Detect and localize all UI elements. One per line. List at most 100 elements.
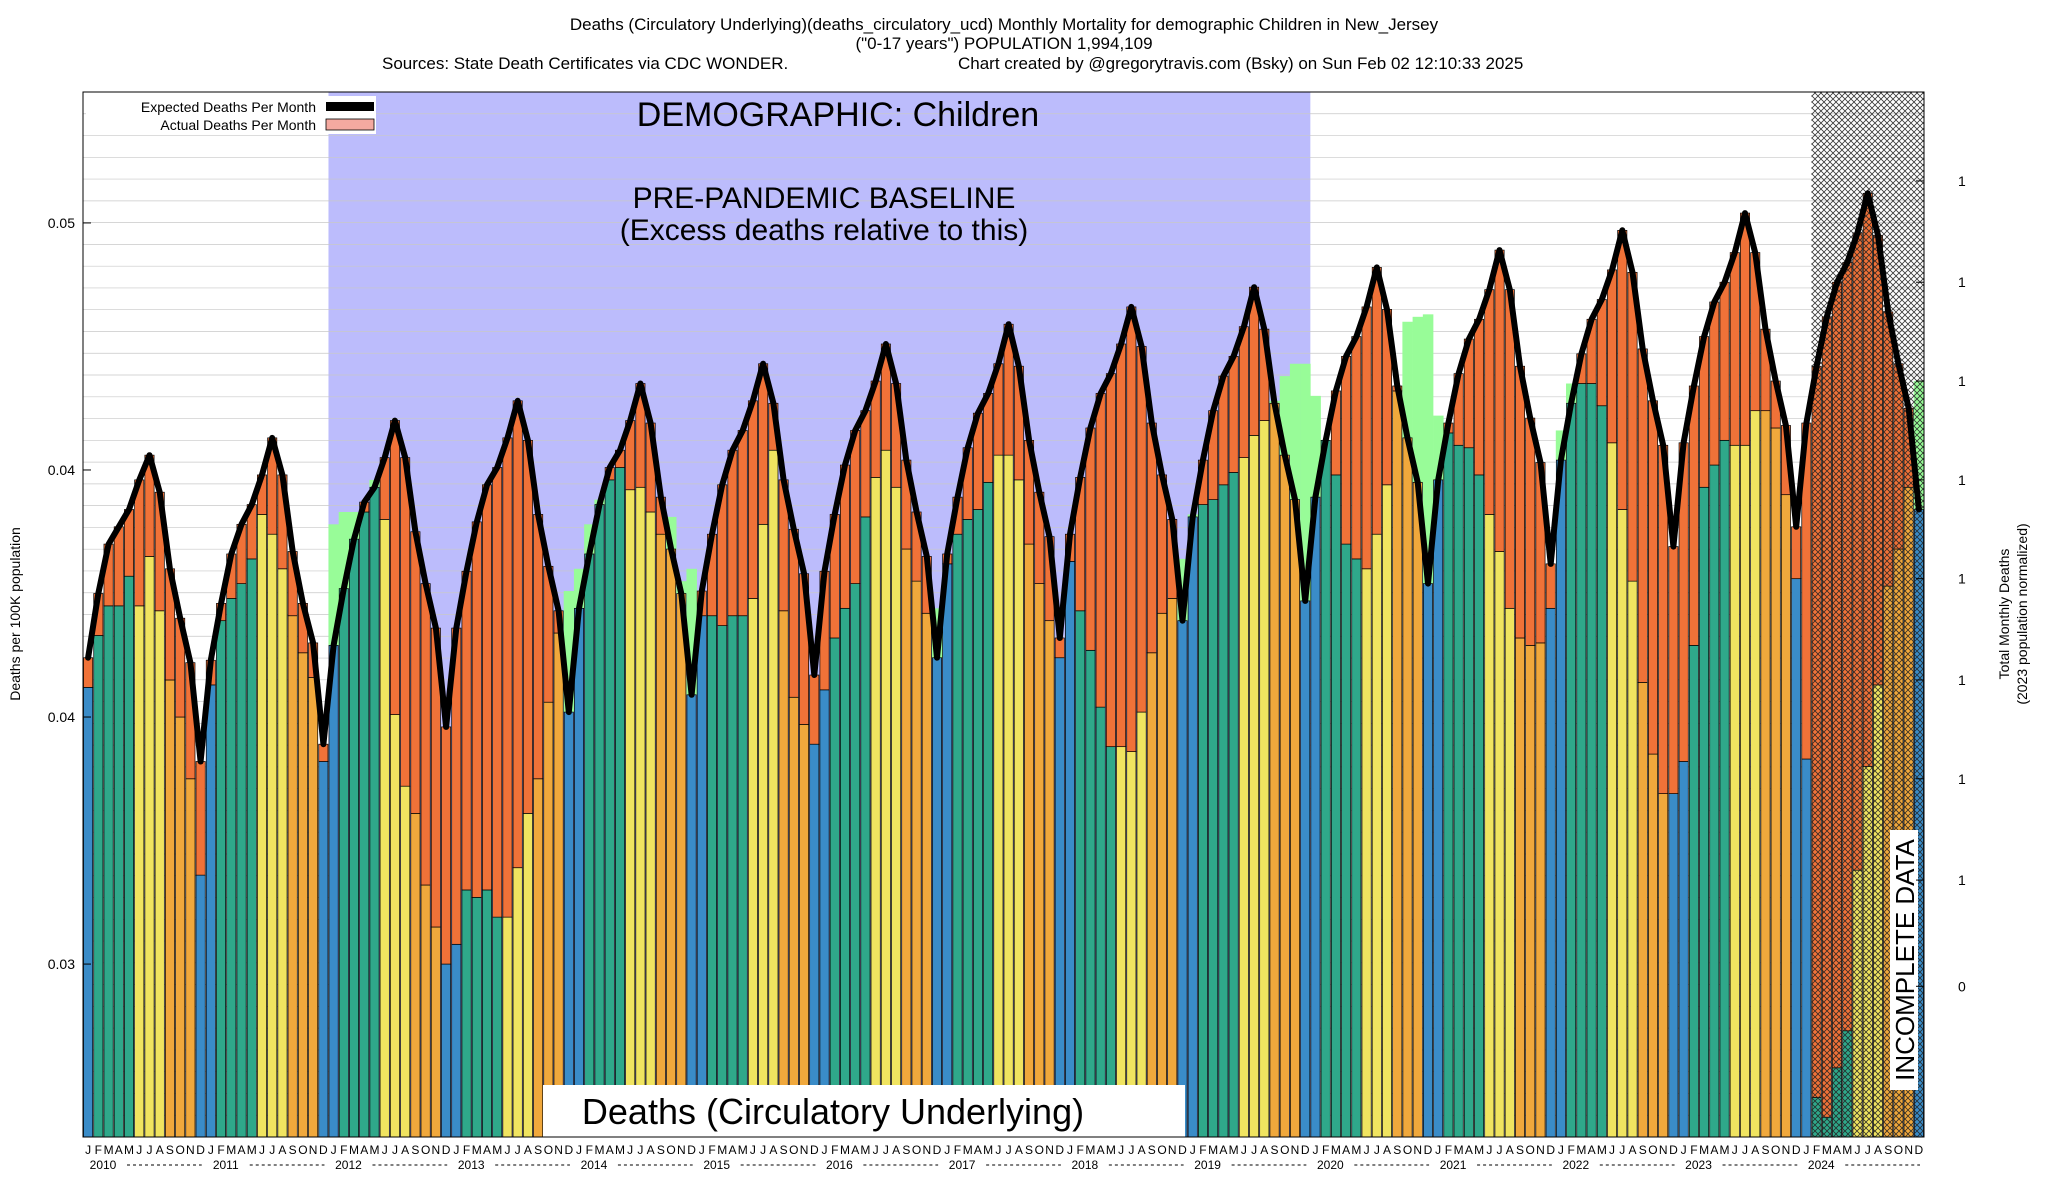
bar-deficit: [1228, 355, 1239, 473]
bar-2017-A: [972, 412, 983, 1138]
bar-deficit: [983, 393, 994, 483]
bar-2020-M: [1330, 390, 1341, 1138]
x-month-label: N: [1291, 1143, 1300, 1157]
bar: [676, 593, 687, 1138]
bar: [778, 610, 789, 1138]
bar: [553, 632, 564, 1138]
bar-2011-J: [205, 659, 216, 1138]
bar-2019-D: [1300, 600, 1311, 1138]
bar-2019-A: [1259, 328, 1270, 1138]
bar: [1729, 444, 1740, 1138]
bar-deficit: [389, 420, 400, 715]
bar: [226, 598, 237, 1138]
bar-2012-J: [379, 457, 390, 1138]
bar-2013-M: [492, 467, 503, 1138]
bar: [267, 533, 278, 1138]
y-tick-label: 0.05: [48, 215, 75, 231]
bar: [993, 454, 1004, 1138]
x-month-label: J: [822, 1143, 828, 1157]
bar-2022-D: [1668, 546, 1679, 1138]
bar: [1157, 612, 1167, 1138]
bar: [1617, 509, 1628, 1138]
bar-2016-M: [860, 410, 871, 1138]
x-month-label: J: [85, 1143, 91, 1157]
x-month-label: M: [1474, 1143, 1484, 1157]
bar: [1238, 457, 1249, 1138]
bar-2010-M: [124, 509, 134, 1138]
x-month-label: J: [637, 1143, 643, 1157]
bar: [246, 558, 257, 1138]
bar: [850, 583, 861, 1138]
bar-2020-S: [1392, 385, 1403, 1138]
bar: [1259, 420, 1270, 1138]
bar-2021-F: [1443, 422, 1454, 1138]
baseline-label-line2: (Excess deaths relative to this): [620, 214, 1029, 247]
x-month-label: A: [483, 1143, 491, 1157]
bar: [1709, 464, 1720, 1138]
bar-2015-O: [788, 528, 799, 1138]
x-month-label: A: [974, 1143, 982, 1157]
bar-2019-F: [1197, 459, 1208, 1138]
legend-actual-swatch: [325, 118, 375, 131]
bar-2012-D: [441, 726, 452, 1138]
y2-tick-label: 1: [1958, 571, 1966, 587]
y2-tick-label: 1: [1958, 173, 1966, 189]
x-month-label: J: [1006, 1143, 1012, 1157]
x-month-label: O: [421, 1143, 430, 1157]
bar-2015-N: [799, 573, 810, 1138]
bar-2023-A: [1709, 301, 1720, 1138]
bar-2016-A: [891, 383, 902, 1138]
bar-deficit: [860, 410, 871, 518]
bar-2020-J: [1361, 306, 1372, 1138]
bar: [1627, 580, 1638, 1138]
bar-deficit: [1504, 289, 1515, 609]
bar: [1075, 610, 1086, 1138]
bar: [1197, 504, 1208, 1138]
bar: [482, 889, 492, 1138]
bar: [1678, 761, 1689, 1138]
x-month-label: O: [1280, 1143, 1289, 1157]
bar-2021-S: [1515, 365, 1525, 1138]
y-tick-label: 0.04: [48, 709, 75, 725]
bar-2015-A: [727, 449, 738, 1138]
bar: [645, 511, 656, 1138]
expected-line: [85, 190, 1922, 765]
x-month-label: D: [319, 1143, 328, 1157]
x-year-label: 2018: [1072, 1158, 1099, 1172]
bar: [1228, 472, 1239, 1138]
bar-2017-J: [942, 553, 953, 1138]
x-month-label: J: [1364, 1143, 1370, 1157]
bar-deficit: [492, 467, 503, 918]
excess-cell: [1300, 363, 1311, 601]
bar-2013-D: [563, 711, 574, 1138]
bar-2021-M: [1453, 373, 1464, 1138]
bar: [819, 689, 830, 1138]
bar: [911, 580, 922, 1138]
x-month-label: M: [226, 1143, 236, 1157]
bar-2015-M: [737, 430, 748, 1138]
bar: [1555, 459, 1566, 1138]
bar-2020-D: [1422, 583, 1433, 1138]
x-month-label: J: [208, 1143, 214, 1157]
bar-2014-N: [676, 593, 687, 1138]
bar: [328, 645, 339, 1138]
bar-2013-A: [482, 484, 492, 1138]
x-month-label: S: [657, 1143, 665, 1157]
bar-2011-F: [216, 603, 227, 1138]
x-month-label: S: [902, 1143, 910, 1157]
bar: [1105, 746, 1116, 1138]
bar-2018-A: [1136, 346, 1147, 1138]
bar-2011-J: [257, 474, 267, 1138]
x-month-label: J: [1742, 1143, 1748, 1157]
x-month-label: M: [104, 1143, 114, 1157]
bar-2023-S: [1760, 328, 1771, 1138]
x-month-label: J: [453, 1143, 459, 1157]
bar: [543, 701, 554, 1138]
bar-2022-A: [1627, 271, 1638, 1138]
demographic-label: DEMOGRAPHIC: Children: [637, 96, 1039, 134]
bar: [880, 449, 891, 1138]
chart-title: Deaths (Circulatory Underlying)(deaths_c…: [570, 15, 1439, 34]
bar: [1760, 410, 1771, 1138]
y2-tick-label: 0: [1958, 978, 1966, 994]
bar-deficit: [195, 761, 206, 876]
